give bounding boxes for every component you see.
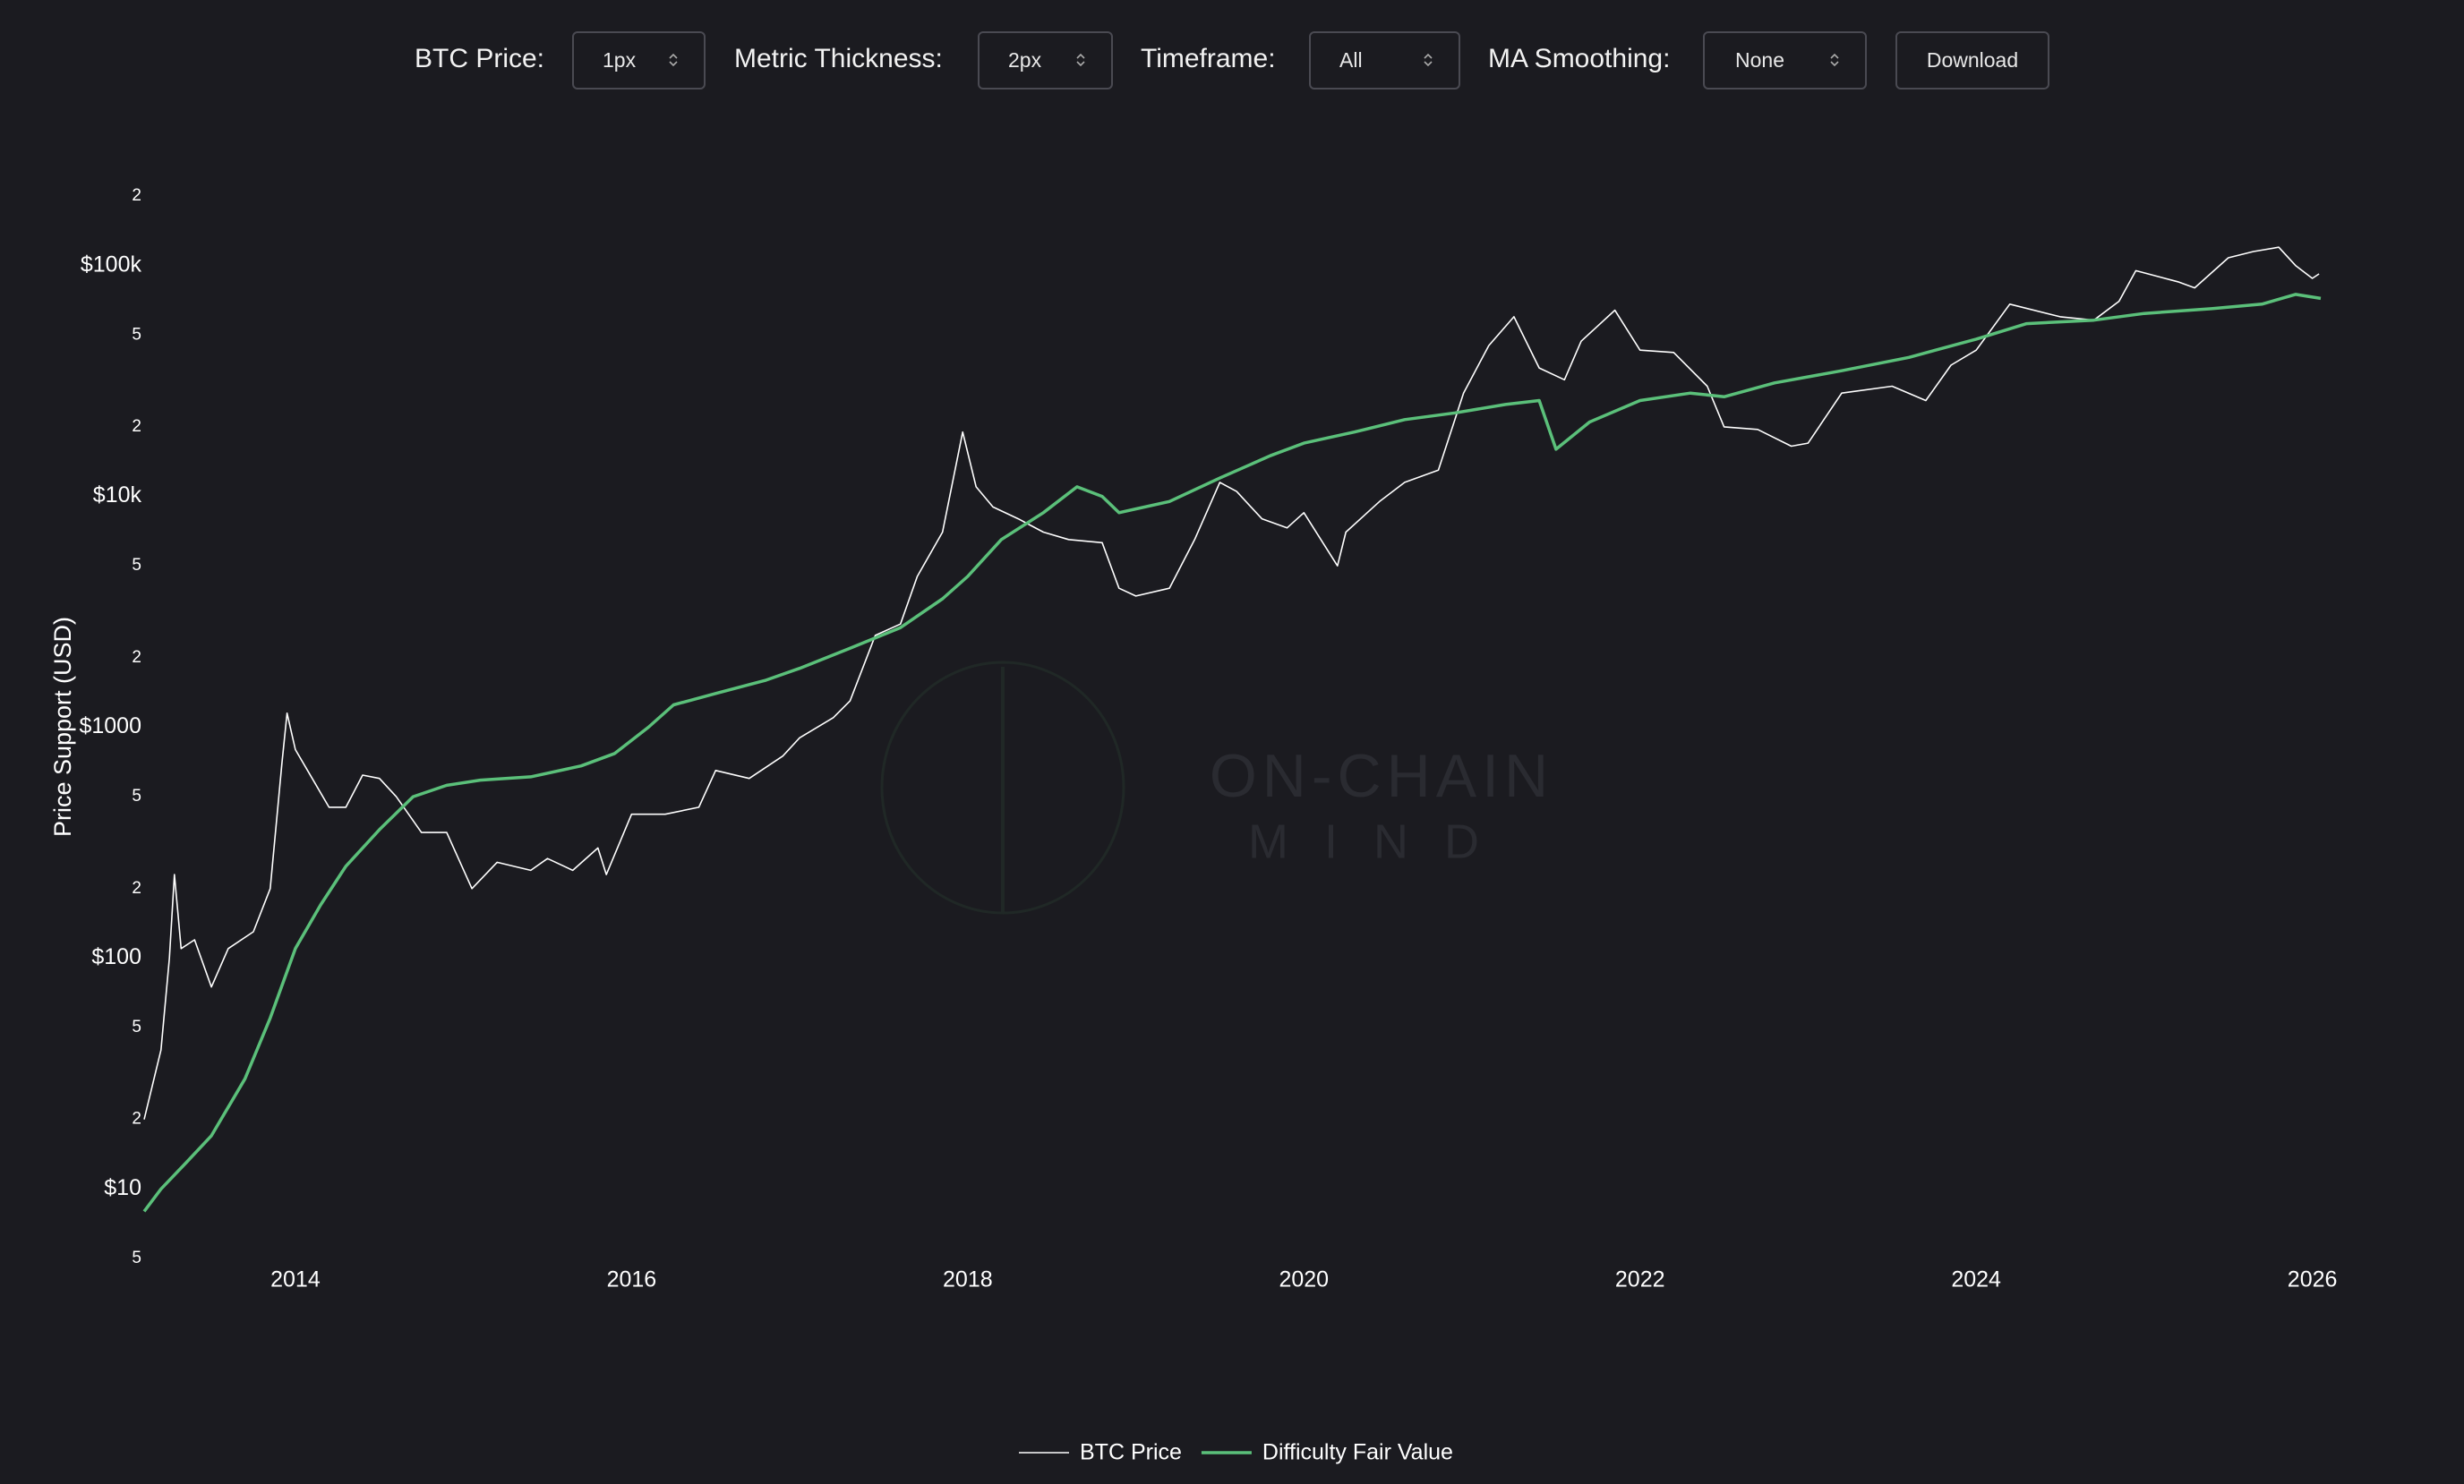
- watermark: ON-CHAIN MIND: [880, 661, 1553, 915]
- legend-label: Difficulty Fair Value: [1262, 1440, 1453, 1465]
- y-tick-label: $1000: [79, 713, 141, 738]
- chevrons: [1424, 53, 1433, 67]
- y-tick-label: 2: [132, 648, 141, 667]
- download-button[interactable]: Download: [1895, 31, 2049, 90]
- y-tick-label: 2: [132, 186, 141, 205]
- x-tick-label: 2022: [1615, 1267, 1665, 1292]
- y-tick-label: $10k: [93, 482, 142, 507]
- chevrons: [1076, 53, 1085, 67]
- select[interactable]: 2px: [978, 31, 1113, 90]
- y-tick-label: $100k: [81, 252, 142, 277]
- x-tick-label: 2020: [1279, 1267, 1329, 1292]
- control-label: Metric Thickness:: [734, 44, 943, 73]
- control-label: Timeframe:: [1141, 44, 1276, 73]
- select[interactable]: All: [1309, 31, 1460, 90]
- chevrons: [1830, 53, 1839, 67]
- select-value[interactable]: None: [1735, 48, 1784, 72]
- select-value[interactable]: 1px: [603, 48, 637, 72]
- y-axis-title: Price Support (USD): [49, 617, 76, 837]
- watermark-text: ON-CHAIN: [1210, 742, 1553, 810]
- chevrons: [669, 53, 678, 67]
- x-tick-label: 2014: [270, 1267, 321, 1292]
- legend: BTC Price Difficulty Fair Value: [1019, 1440, 1453, 1465]
- legend-label: BTC Price: [1080, 1440, 1182, 1465]
- select-value[interactable]: All: [1339, 48, 1363, 72]
- y-tick-label: 2: [132, 1110, 141, 1129]
- y-tick-label: $10: [104, 1175, 141, 1200]
- x-tick-label: 2024: [1951, 1267, 2001, 1292]
- control-label: BTC Price:: [415, 44, 545, 73]
- watermark-text: MIND: [1248, 814, 1515, 868]
- select[interactable]: 1px: [572, 31, 706, 90]
- y-tick-label: 5: [132, 325, 141, 344]
- y-tick-label: 5: [132, 787, 141, 806]
- x-tick-label: 2016: [607, 1267, 657, 1292]
- y-tick-label: $100: [91, 944, 141, 969]
- y-tick-label: 5: [132, 1249, 141, 1267]
- control-label: MA Smoothing:: [1488, 44, 1671, 73]
- y-tick-label: 2: [132, 417, 141, 436]
- y-tick-label: 2: [132, 879, 141, 898]
- select-value[interactable]: 2px: [1008, 48, 1042, 72]
- series-line: [143, 246, 2320, 1120]
- y-tick-label: 5: [132, 1018, 141, 1036]
- x-tick-label: 2018: [943, 1267, 993, 1292]
- select[interactable]: None: [1703, 31, 1867, 90]
- x-tick-label: 2026: [2288, 1267, 2338, 1292]
- y-tick-label: 5: [132, 556, 141, 575]
- series-line: [142, 293, 2322, 1213]
